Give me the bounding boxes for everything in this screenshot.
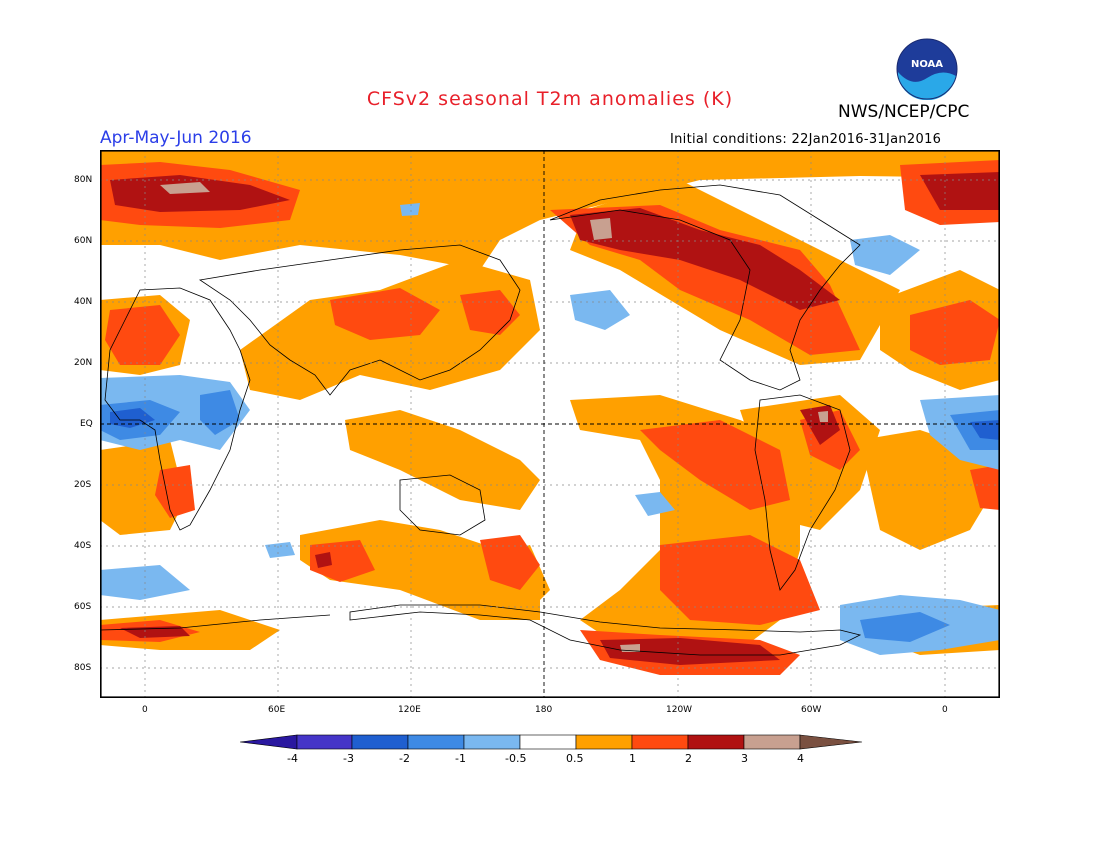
colorbar-label: 0.5: [566, 752, 584, 765]
colorbar-label: -3: [343, 752, 354, 765]
agency-label: NWS/NCEP/CPC: [838, 102, 970, 122]
lat-label: 60S: [74, 602, 92, 612]
warm-strong-regions: [110, 172, 1000, 665]
colorbar-swatch-left-arrow: [239, 734, 298, 750]
lon-label: 0: [142, 705, 148, 715]
colorbar-swatch: [687, 734, 745, 750]
colorbar-svg: [239, 734, 863, 750]
colorbar-swatch: [407, 734, 465, 750]
colorbar-swatch: [631, 734, 689, 750]
colorbar-label: 2: [685, 752, 692, 765]
lat-label: 80N: [74, 175, 93, 185]
colorbar-swatch: [351, 734, 409, 750]
lat-label: 40N: [74, 297, 93, 307]
logo-text: NOAA: [911, 59, 943, 70]
colorbar-label: -2: [399, 752, 410, 765]
cool-strong-regions: [110, 408, 1000, 440]
colorbar-swatch: [296, 734, 353, 750]
lat-label: 40S: [74, 541, 92, 551]
chart-title: CFSv2 seasonal T2m anomalies (K): [366, 88, 734, 110]
colorbar-swatch: [743, 734, 801, 750]
colorbar-label: -1: [455, 752, 466, 765]
colorbar-label: 1: [629, 752, 636, 765]
lon-label: 120E: [398, 705, 421, 715]
map-canvas: [100, 150, 1000, 698]
reference-lines: [100, 150, 1000, 698]
lat-label: 20N: [74, 358, 93, 368]
season-label: Apr-May-Jun 2016: [100, 128, 252, 148]
colorbar-label: 4: [797, 752, 804, 765]
lon-label: 60W: [801, 705, 822, 715]
initial-conditions: Initial conditions: 22Jan2016-31Jan2016: [670, 132, 942, 147]
lat-label: 80S: [74, 663, 92, 673]
lon-label: 180: [535, 705, 553, 715]
colorbar-swatch: [575, 734, 633, 750]
lon-label: 120W: [666, 705, 693, 715]
colorbar-label: -0.5: [505, 752, 527, 765]
anomaly-map: [100, 150, 1000, 698]
warm-extreme-regions: [160, 182, 828, 652]
colorbar: [239, 734, 864, 754]
graticule: [100, 150, 1000, 698]
colorbar-label: 3: [741, 752, 748, 765]
lat-label: EQ: [80, 419, 93, 429]
lon-label: 0: [942, 705, 948, 715]
colorbar-swatch-right-arrow: [799, 734, 863, 750]
coastlines: [100, 184, 862, 656]
colorbar-swatch: [463, 734, 521, 750]
logo: NOAA: [896, 38, 958, 101]
lat-label: 20S: [74, 480, 92, 490]
colorbar-label: -4: [287, 752, 298, 765]
lat-label: 60N: [74, 236, 93, 246]
lon-label: 60E: [268, 705, 286, 715]
colorbar-swatch: [519, 734, 577, 750]
